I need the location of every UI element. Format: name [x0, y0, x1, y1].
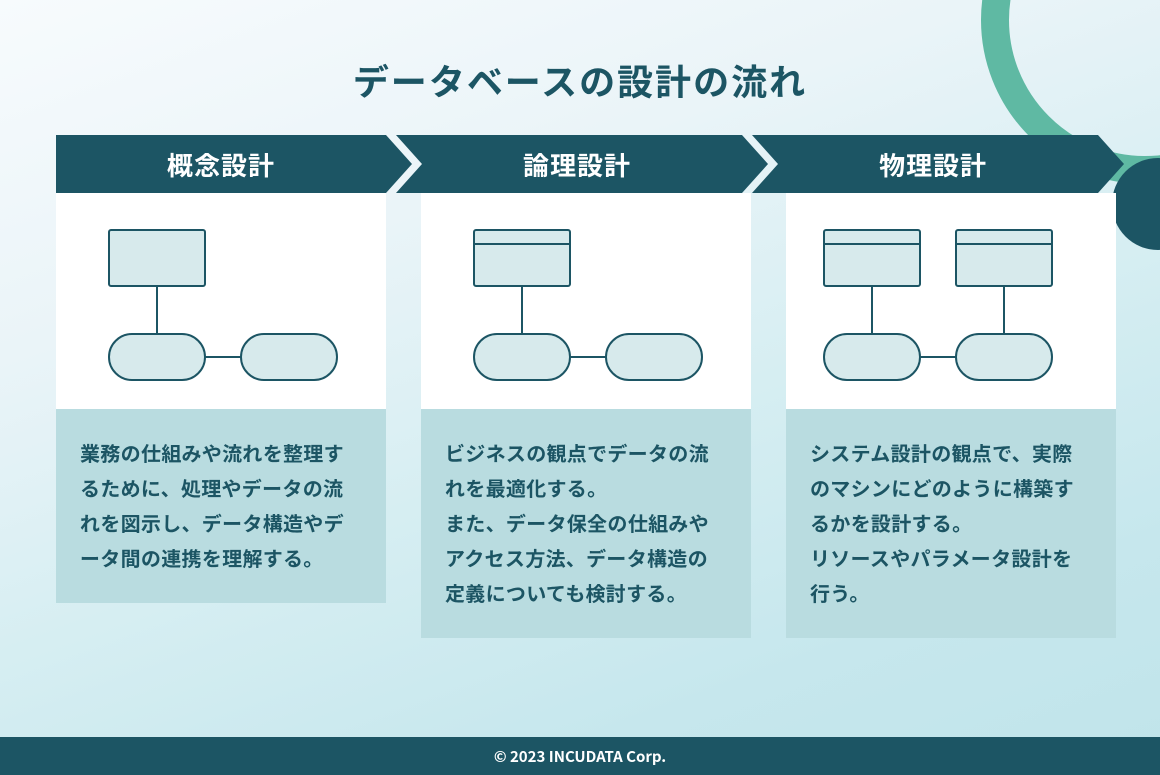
card-conceptual-desc: 業務の仕組みや流れを整理するために、処理やデータの流れを図示し、データ構造やデー… — [56, 409, 386, 603]
page-title: データベースの設計の流れ — [0, 54, 1160, 106]
arrow-label-3: 物理設計 — [768, 135, 1098, 193]
cards-row: 業務の仕組みや流れを整理するために、処理やデータの流れを図示し、データ構造やデー… — [56, 193, 1116, 638]
logical-diagram-icon — [456, 216, 716, 386]
card-conceptual: 業務の仕組みや流れを整理するために、処理やデータの流れを図示し、データ構造やデー… — [56, 193, 386, 638]
card-logical-illus — [421, 193, 751, 409]
card-logical: ビジネスの観点でデータの流れを最適化する。 また、データ保全の仕組みやアクセス方… — [421, 193, 751, 638]
arrow-label-2: 論理設計 — [412, 135, 742, 193]
copyright: © 2023 INCUDATA Corp. — [494, 746, 666, 767]
physical-diagram-icon — [806, 216, 1096, 386]
card-physical: システム設計の観点で、実際のマシンにどのように構築するかを設計する。 リソースや… — [786, 193, 1116, 638]
footer: © 2023 INCUDATA Corp. — [0, 737, 1160, 775]
card-physical-illus — [786, 193, 1116, 409]
conceptual-diagram-icon — [91, 216, 351, 386]
card-conceptual-illus — [56, 193, 386, 409]
card-physical-desc: システム設計の観点で、実際のマシンにどのように構築するかを設計する。 リソースや… — [786, 409, 1116, 638]
card-logical-desc: ビジネスの観点でデータの流れを最適化する。 また、データ保全の仕組みやアクセス方… — [421, 409, 751, 638]
stage-arrows: 概念設計 論理設計 物理設計 — [56, 135, 1116, 193]
arrow-label-1: 概念設計 — [56, 135, 386, 193]
